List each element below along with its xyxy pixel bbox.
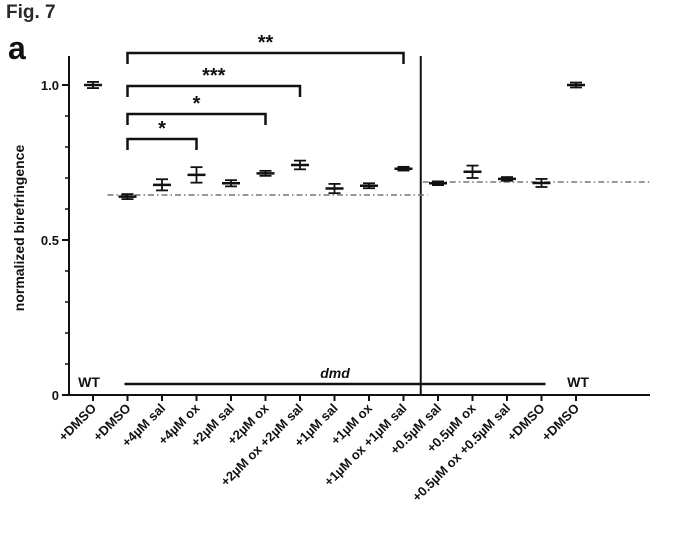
- group-labels: WT dmd WT: [78, 365, 589, 390]
- bracket-line: [126, 112, 267, 125]
- y-tick-label: 1.0: [41, 78, 59, 93]
- data-point: [222, 179, 240, 188]
- significance-label: *: [193, 93, 201, 115]
- y-axis-label: normalized birefringence: [11, 145, 27, 312]
- data-point: [394, 165, 413, 172]
- significance-brackets: *******: [126, 32, 405, 150]
- significance-bracket: *: [126, 118, 198, 150]
- significance-bracket: *: [126, 93, 267, 125]
- data-point: [498, 176, 516, 182]
- data-point: [325, 182, 344, 195]
- significance-bracket: ***: [126, 65, 302, 97]
- group-label: WT: [567, 374, 589, 390]
- data-marks: [84, 81, 585, 200]
- group-label: WT: [78, 374, 100, 390]
- axes: 0 0.5 1.0: [41, 56, 650, 403]
- data-point: [256, 169, 275, 177]
- category-label: +DMSO: [539, 401, 583, 445]
- bracket-line: [126, 137, 198, 150]
- data-point: [429, 180, 447, 187]
- data-point: [84, 81, 102, 89]
- data-point: [187, 166, 206, 184]
- significance-label: *: [158, 118, 166, 140]
- category-label: +DMSO: [56, 401, 100, 445]
- data-point: [360, 182, 378, 190]
- y-tick-label: 0.5: [41, 233, 59, 248]
- data-point: [118, 193, 137, 200]
- reference-lines: [107, 181, 650, 196]
- category-labels: +DMSO+DMSO+4µM sal+4µM ox+2µM sal+2µM ox…: [56, 395, 583, 504]
- category-label: +DMSO: [504, 401, 548, 445]
- data-point: [532, 178, 551, 188]
- data-point: [291, 159, 309, 171]
- data-point: [463, 164, 482, 179]
- panel-label: a: [8, 30, 26, 66]
- bracket-line: [126, 84, 302, 97]
- group-label: dmd: [320, 365, 350, 381]
- significance-label: **: [258, 32, 274, 54]
- y-tick-label: 0: [52, 388, 59, 403]
- data-point: [567, 81, 585, 89]
- data-point: [153, 178, 171, 192]
- bracket-line: [126, 51, 405, 64]
- significance-label: ***: [202, 65, 226, 87]
- figure-label: Fig. 7: [6, 2, 56, 23]
- significance-bracket: **: [126, 32, 405, 64]
